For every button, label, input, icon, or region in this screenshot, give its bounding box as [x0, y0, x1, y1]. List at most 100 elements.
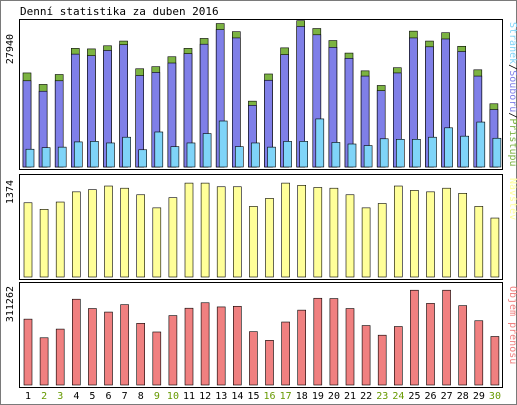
legend-top: Stránek/Souborů/Přístupů: [507, 22, 517, 167]
day-label-18: 18: [296, 391, 308, 402]
day-label-2: 2: [41, 391, 47, 402]
bar-bottom-day-13: [216, 306, 226, 386]
day-label-14: 14: [231, 391, 243, 402]
day-label-26: 26: [425, 391, 437, 402]
panel-frame-top: [19, 19, 503, 170]
bar-middle-day-5: [88, 189, 97, 278]
bar-middle-day-13: [216, 186, 226, 278]
bar-bottom-day-14: [233, 305, 242, 386]
bar-stranek-day-20: [331, 142, 341, 168]
bar-middle-day-10: [168, 197, 178, 278]
legend-bottom: Objem přenosu: [507, 286, 517, 364]
bar-stranek-day-13: [218, 120, 228, 168]
day-labels-layer: 1 2 3 4 5 6 7 8 9 10 11 12 13 14 15 16 17 18 19 20 21 22 23 24 2…: [25, 391, 501, 402]
bar-stranek-day-18: [299, 141, 309, 168]
legend-top-part-0: Stránek: [507, 22, 517, 64]
legend-top-part-1: /: [507, 64, 517, 70]
legend-top-part-2: Souborů: [507, 70, 517, 112]
bar-bottom-day-27: [442, 289, 451, 386]
top-panel-max-label: 27940: [5, 34, 16, 64]
day-label-4: 4: [73, 391, 79, 402]
bar-bottom-day-20: [329, 298, 339, 386]
chart-title: Denní statistika za duben 2016: [20, 5, 219, 18]
bar-bottom-day-11: [184, 307, 194, 386]
bar-middle-day-1: [23, 202, 33, 278]
bar-middle-day-29: [474, 206, 484, 278]
bar-stranek-day-7: [122, 136, 131, 168]
bar-middle-day-28: [458, 193, 468, 278]
bar-bottom-day-6: [104, 311, 113, 386]
bar-bottom-day-3: [55, 328, 65, 386]
day-label-6: 6: [106, 391, 112, 402]
bars-layer: [22, 20, 502, 386]
bar-stranek-day-29: [476, 121, 486, 168]
bar-middle-day-16: [265, 198, 274, 278]
day-label-20: 20: [328, 391, 340, 402]
bar-middle-day-14: [233, 186, 242, 278]
bar-stranek-day-14: [235, 146, 244, 168]
bar-stranek-day-11: [186, 142, 196, 168]
day-label-25: 25: [408, 391, 420, 402]
bar-stranek-day-30: [492, 137, 502, 168]
bar-bottom-day-7: [120, 304, 129, 386]
day-label-19: 19: [312, 391, 324, 402]
bar-bottom-day-18: [297, 309, 307, 386]
bar-stranek-day-21: [347, 143, 357, 168]
bar-middle-day-15: [249, 206, 258, 278]
day-label-22: 22: [360, 391, 372, 402]
day-label-27: 27: [441, 391, 453, 402]
bar-stranek-day-8: [138, 149, 147, 168]
legend-bottom-part-0: Objem přenosu: [507, 286, 517, 364]
day-label-13: 13: [215, 391, 227, 402]
bar-stranek-day-27: [444, 127, 453, 168]
day-label-10: 10: [167, 391, 179, 402]
legend-top-part-4: Přístupů: [507, 118, 517, 166]
bar-middle-day-12: [200, 182, 210, 278]
bar-bottom-day-23: [377, 334, 387, 386]
bar-middle-day-18: [297, 184, 307, 278]
day-label-9: 9: [154, 391, 160, 402]
bar-middle-day-21: [345, 194, 355, 278]
bar-bottom-day-12: [200, 302, 210, 386]
bar-stranek-day-24: [395, 139, 405, 168]
bar-stranek-day-15: [251, 142, 260, 168]
bar-stranek-day-28: [460, 135, 470, 168]
bar-middle-day-19: [313, 187, 323, 278]
bar-bottom-day-15: [249, 331, 258, 386]
day-label-15: 15: [247, 391, 259, 402]
bar-bottom-day-22: [361, 325, 371, 386]
day-label-11: 11: [183, 391, 195, 402]
bar-middle-day-3: [55, 201, 65, 278]
bar-stranek-day-23: [379, 138, 389, 168]
bar-middle-day-2: [39, 209, 49, 278]
day-label-16: 16: [264, 391, 276, 402]
bar-bottom-day-5: [88, 308, 97, 386]
bottom-panel-max-label: 311262: [5, 286, 16, 322]
bar-middle-day-7: [120, 187, 129, 278]
bar-bottom-day-8: [136, 323, 145, 386]
bar-middle-day-17: [281, 182, 290, 278]
bar-middle-day-8: [136, 194, 145, 278]
bar-stranek-day-10: [170, 146, 180, 168]
bar-stranek-day-2: [41, 147, 51, 168]
day-label-24: 24: [392, 391, 404, 402]
bar-stranek-day-6: [106, 142, 115, 168]
legend-middle: Návštěv: [507, 178, 517, 220]
bar-bottom-day-21: [345, 308, 355, 386]
bar-bottom-day-29: [474, 320, 484, 386]
bar-bottom-day-10: [168, 315, 178, 386]
legend-top-part-3: /: [507, 112, 517, 118]
bar-bottom-day-26: [426, 303, 435, 386]
day-label-28: 28: [457, 391, 469, 402]
bar-bottom-day-25: [410, 289, 419, 386]
bar-bottom-day-9: [152, 331, 162, 386]
bar-bottom-day-24: [393, 326, 403, 386]
panel-frame-bottom: [19, 282, 503, 388]
bar-bottom-day-2: [39, 337, 49, 386]
bar-stranek-day-26: [428, 136, 437, 168]
day-label-7: 7: [122, 391, 128, 402]
bar-middle-day-4: [72, 191, 81, 278]
bar-bottom-day-4: [72, 298, 81, 386]
bar-middle-day-9: [152, 207, 162, 278]
